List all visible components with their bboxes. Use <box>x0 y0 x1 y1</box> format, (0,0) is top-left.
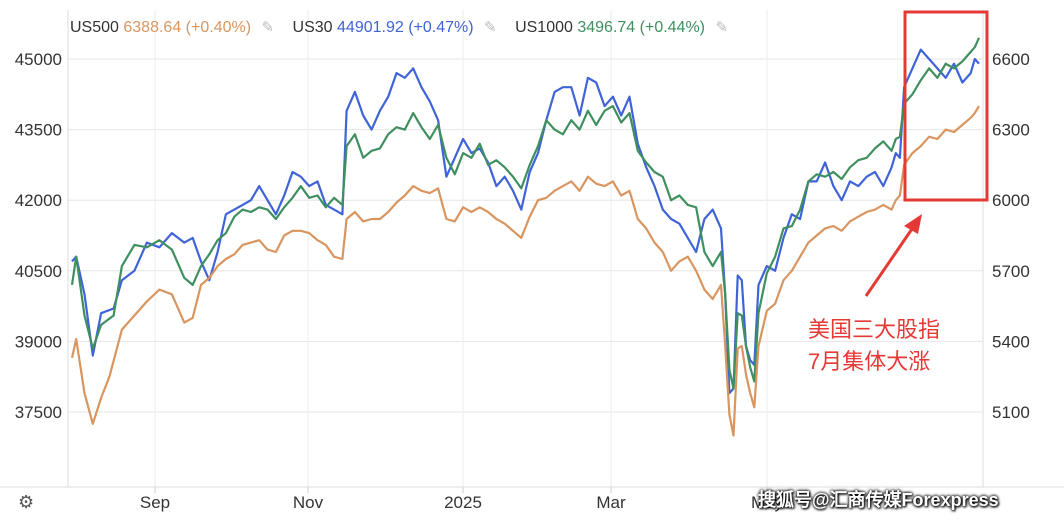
x-tick-label: Sep <box>140 493 170 512</box>
y-right-tick-label: 5700 <box>992 262 1030 281</box>
grid <box>68 10 983 487</box>
legend-name: US500 <box>70 19 119 36</box>
legend: US500 6388.64 (+0.40%) ✎ US30 44901.92 (… <box>70 18 742 37</box>
series-line-us30 <box>71 48 980 395</box>
pencil-icon[interactable]: ✎ <box>261 19 275 36</box>
x-tick-label: 2025 <box>444 493 482 512</box>
y-right-tick-label: 6000 <box>992 191 1030 210</box>
series-line-us1000 <box>70 37 981 390</box>
series-line-us500 <box>70 105 980 437</box>
y-left-tick-label: 42000 <box>15 191 62 210</box>
legend-change: (+0.47%) <box>408 19 474 36</box>
series-lines <box>70 37 981 437</box>
annotation-arrow <box>864 214 922 297</box>
highlight-box <box>903 10 989 202</box>
legend-item-us500[interactable]: US500 6388.64 (+0.40%) ✎ <box>70 19 279 36</box>
y-right-tick-label: 5400 <box>992 332 1030 351</box>
y-left-tick-label: 37500 <box>15 403 62 422</box>
x-tick-label: May <box>751 493 784 512</box>
gear-icon[interactable]: ⚙ <box>18 492 35 512</box>
legend-name: US30 <box>292 19 333 36</box>
legend-value: 44901.92 <box>337 19 404 36</box>
y-left-tick-label: 40500 <box>15 262 62 281</box>
legend-value: 3496.74 <box>577 19 636 36</box>
annotation-text: 美国三大股指 7月集体大涨 <box>808 314 940 378</box>
legend-name: US1000 <box>515 19 573 36</box>
pencil-icon[interactable]: ✎ <box>715 19 729 36</box>
y-left-tick-label: 45000 <box>15 50 62 69</box>
y-right-tick-label: 5100 <box>992 403 1030 422</box>
y-right-tick-label: 6600 <box>992 50 1030 69</box>
y-right-tick-label: 6300 <box>992 121 1030 140</box>
legend-change: (+0.44%) <box>639 19 706 36</box>
x-tick-label: Mar <box>596 493 626 512</box>
annotation-line-2: 7月集体大涨 <box>808 349 931 374</box>
legend-item-us30[interactable]: US30 44901.92 (+0.47%) ✎ <box>293 19 502 36</box>
legend-value: 6388.64 <box>123 19 182 36</box>
axes: 37500 5100 39000 5400 40500 5700 42000 6000 4350… <box>0 10 1064 512</box>
y-left-tick-label: 39000 <box>15 332 62 351</box>
annotation-line-1: 美国三大股指 <box>808 317 941 342</box>
legend-item-us1000[interactable]: US1000 3496.74 (+0.44%) ✎ <box>515 19 728 36</box>
x-tick-label: Nov <box>293 493 324 512</box>
legend-change: (+0.40%) <box>185 19 252 36</box>
watermark: 搜狐号@汇商传媒Forexpress <box>758 490 999 510</box>
y-left-tick-label: 43500 <box>15 121 62 140</box>
pencil-icon[interactable]: ✎ <box>484 19 497 36</box>
